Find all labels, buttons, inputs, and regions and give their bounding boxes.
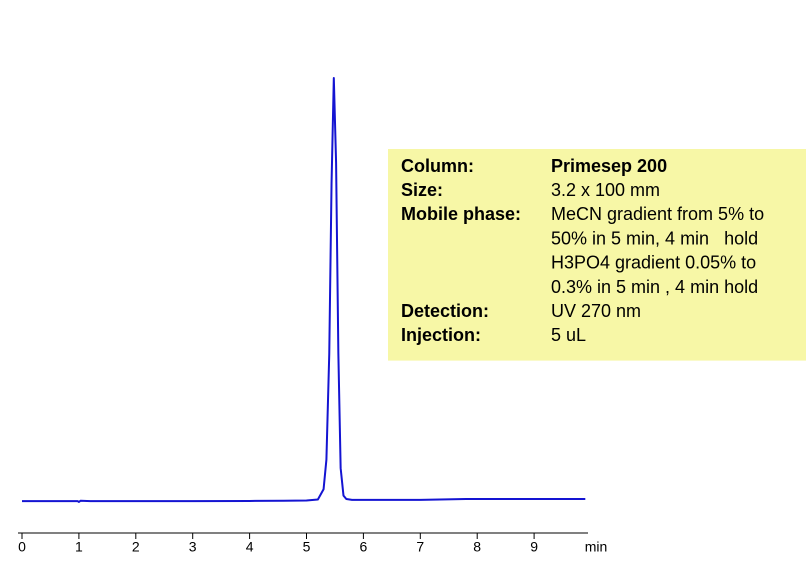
- info-label: Injection:: [401, 325, 481, 345]
- info-value: MeCN gradient from 5% to: [551, 204, 764, 224]
- x-tick-label: 1: [75, 539, 83, 555]
- x-tick-label: 9: [530, 539, 538, 555]
- x-tick-label: 3: [189, 539, 197, 555]
- info-value: Primesep 200: [551, 156, 667, 176]
- chromatogram-line: [22, 77, 586, 503]
- info-label: Column:: [401, 156, 474, 176]
- x-axis-label: min: [585, 539, 608, 555]
- info-label: Mobile phase:: [401, 204, 521, 224]
- info-value: H3PO4 gradient 0.05% to: [551, 253, 756, 273]
- x-tick-label: 7: [416, 539, 424, 555]
- info-box: [388, 149, 806, 361]
- info-value: 50% in 5 min, 4 min hold: [551, 228, 758, 248]
- info-label: Size:: [401, 180, 443, 200]
- info-value: UV 270 nm: [551, 301, 641, 321]
- x-tick-label: 6: [360, 539, 368, 555]
- info-value: 0.3% in 5 min , 4 min hold: [551, 277, 758, 297]
- x-tick-label: 5: [303, 539, 311, 555]
- x-tick-label: 0: [18, 539, 26, 555]
- info-label: Detection:: [401, 301, 489, 321]
- x-tick-label: 8: [473, 539, 481, 555]
- info-value: 3.2 x 100 mm: [551, 180, 660, 200]
- info-value: 5 uL: [551, 325, 586, 345]
- x-tick-label: 4: [246, 539, 254, 555]
- x-tick-label: 2: [132, 539, 140, 555]
